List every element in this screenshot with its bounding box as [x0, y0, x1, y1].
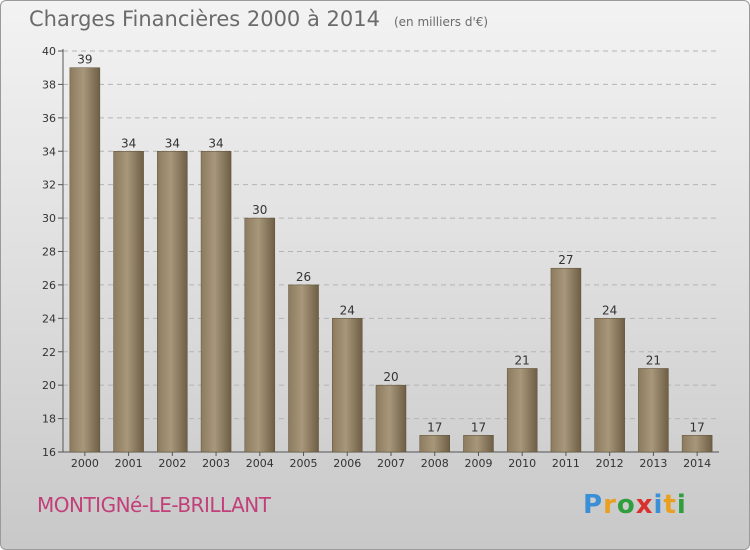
logo-letter: P: [583, 490, 604, 520]
y-tick-label: 36: [42, 112, 56, 125]
bar-labels: 39 34 34 34 30 26 24 20 17 17 21 27 24 21 17: [77, 53, 705, 435]
bar: [375, 384, 407, 453]
bar-value-label: 21: [646, 353, 661, 367]
bar-value-label: 24: [602, 303, 617, 317]
bar-value-label: 34: [208, 136, 223, 150]
chart-title: Charges Financières 2000 à 2014 (en milli…: [29, 7, 488, 31]
y-tick-label: 34: [42, 145, 56, 158]
bar-value-label: 20: [383, 370, 398, 384]
bar: [463, 435, 494, 453]
bars: [69, 67, 713, 453]
title-text: Charges Financières 2000 à 2014: [29, 7, 380, 31]
x-tick-label: 2005: [290, 457, 318, 470]
x-tick-label: 2004: [246, 457, 274, 470]
bar-value-label: 30: [252, 203, 267, 217]
x-tick-label: 2007: [377, 457, 405, 470]
x-tick-label: 2011: [552, 457, 580, 470]
x-tick-label: 2003: [202, 457, 230, 470]
y-tick-label: 30: [42, 212, 56, 225]
x-tick-label: 2001: [115, 457, 143, 470]
bar: [113, 151, 144, 453]
bar-value-label: 17: [689, 420, 704, 434]
x-tick-label: 2006: [333, 457, 361, 470]
y-tick-label: 18: [42, 413, 56, 426]
x-tick-label: 2014: [683, 457, 711, 470]
bar: [550, 267, 582, 453]
bar-value-label: 27: [558, 253, 573, 267]
y-tick-label: 40: [42, 45, 56, 58]
bar: [419, 435, 450, 453]
x-tick-label: 2008: [421, 457, 449, 470]
logo-letter: i: [676, 490, 687, 520]
y-tick-label: 26: [42, 279, 56, 292]
y-tick-label: 24: [42, 312, 56, 325]
bar-value-label: 34: [121, 136, 136, 150]
x-tick-label: 2012: [596, 457, 624, 470]
y-tick-label: 38: [42, 78, 56, 91]
logo-letter: x: [635, 490, 654, 520]
bar: [157, 151, 188, 453]
proxiti-logo: Proxiti: [583, 490, 687, 520]
y-tick-label: 20: [42, 379, 56, 392]
bar: [332, 318, 363, 453]
bar: [681, 435, 713, 453]
bar-value-label: 17: [471, 420, 486, 434]
y-tick-label: 32: [42, 179, 56, 192]
unit-label: (en milliers d'€): [393, 15, 489, 29]
y-tick-label: 22: [42, 346, 56, 359]
bar: [288, 284, 319, 453]
logo-letter: r: [603, 490, 617, 520]
x-tick-label: 2010: [508, 457, 536, 470]
bar: [244, 217, 276, 453]
bar-value-label: 24: [340, 303, 355, 317]
bar-value-label: 39: [77, 53, 92, 67]
bar: [200, 151, 232, 453]
bar: [594, 318, 625, 453]
x-tick-label: 2013: [639, 457, 667, 470]
x-tick-label: 2002: [158, 457, 186, 470]
x-tick-label: 2000: [71, 457, 99, 470]
bar: [69, 67, 101, 453]
city-name: MONTIGNé-LE-BRILLANT: [37, 493, 271, 517]
y-tick-label: 16: [42, 446, 56, 459]
bar-value-label: 34: [165, 136, 180, 150]
logo-letter: t: [663, 490, 677, 520]
bar: [506, 368, 538, 453]
bar-value-label: 26: [296, 270, 311, 284]
logo-letter: i: [653, 490, 664, 520]
logo-letter: o: [616, 490, 636, 520]
y-tick-label: 28: [42, 246, 56, 259]
bar: [638, 368, 669, 453]
x-tick-label: 2009: [464, 457, 492, 470]
bar-value-label: 17: [427, 420, 442, 434]
bar-value-label: 21: [515, 353, 530, 367]
